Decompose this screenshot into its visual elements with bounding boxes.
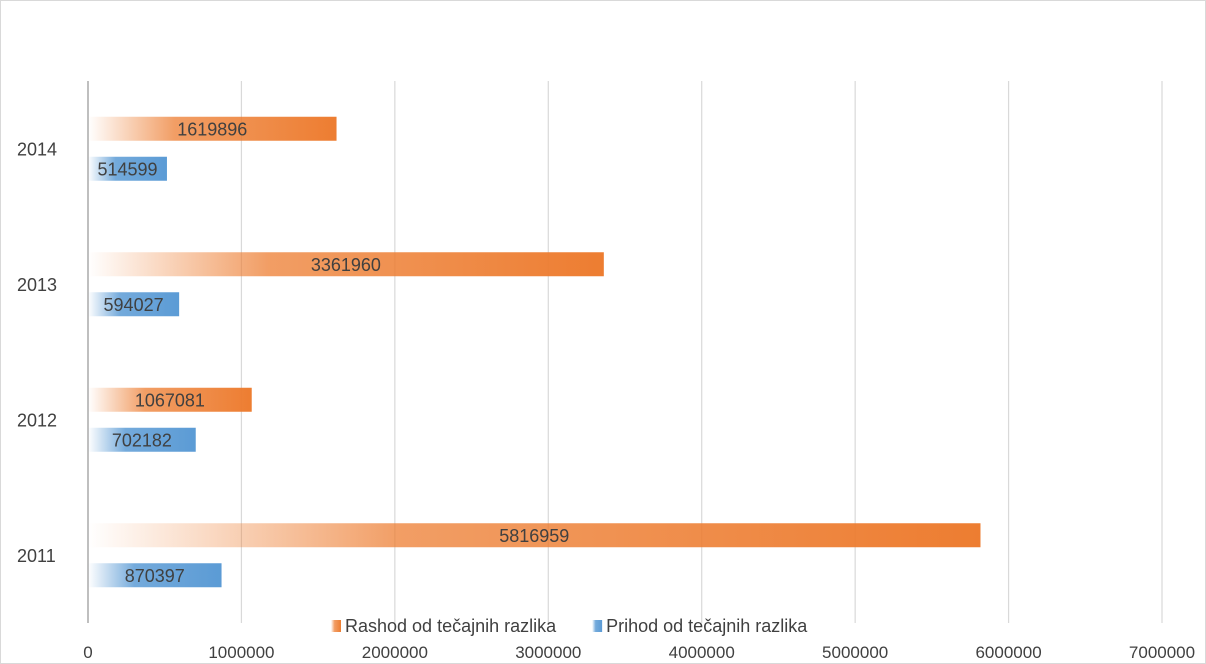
bar-prihod-2013 — [88, 292, 180, 317]
data-label: 1619896 — [177, 119, 247, 139]
data-labels: 5816959 870397 1067081 702182 3361960 594027 1… — [97, 119, 569, 586]
data-label: 1067081 — [135, 390, 205, 410]
value-tick-label: 3000000 — [515, 643, 581, 662]
legend: Rashod od tečajnih razlika Prihod od teča… — [331, 616, 808, 636]
value-tick-label: 5000000 — [822, 643, 888, 662]
data-label: 3361960 — [311, 255, 381, 275]
bar-prihod-2011 — [88, 563, 222, 588]
bar-prihod-2012 — [88, 427, 196, 452]
category-label: 2014 — [17, 139, 57, 159]
category-label: 2011 — [17, 546, 56, 566]
category-label: 2012 — [17, 410, 57, 430]
value-tick-label: 2000000 — [362, 643, 428, 662]
data-label: 514599 — [97, 159, 157, 179]
value-tick-label: 6000000 — [975, 643, 1041, 662]
value-tick-label: 7000000 — [1129, 643, 1195, 662]
bars — [88, 116, 981, 588]
value-axis-labels: 0 1000000 2000000 3000000 4000000 5000000 6000… — [83, 643, 1195, 662]
bar-prihod-2014 — [88, 156, 167, 181]
category-axis-labels: 2011 2012 2013 2014 — [17, 139, 57, 566]
data-label: 594027 — [104, 295, 164, 315]
legend-label: Prihod od tečajnih razlika — [606, 616, 808, 636]
bar-rashod-2011 — [88, 523, 981, 548]
legend-label: Rashod od tečajnih razlika — [345, 616, 557, 636]
bar-rashod-2014 — [88, 116, 337, 141]
legend-item: Prihod od tečajnih razlika — [592, 616, 808, 636]
bar-rashod-2012 — [88, 387, 252, 412]
category-label: 2013 — [17, 275, 57, 295]
value-tick-label: 4000000 — [669, 643, 735, 662]
value-tick-label: 0 — [83, 643, 92, 662]
legend-swatch — [331, 620, 341, 632]
legend-item: Rashod od tečajnih razlika — [331, 616, 557, 636]
bar-rashod-2013 — [88, 252, 604, 277]
value-tick-label: 1000000 — [208, 643, 274, 662]
data-label: 702182 — [112, 430, 172, 450]
legend-swatch — [592, 620, 603, 632]
data-label: 870397 — [125, 566, 185, 586]
data-label: 5816959 — [499, 526, 569, 546]
